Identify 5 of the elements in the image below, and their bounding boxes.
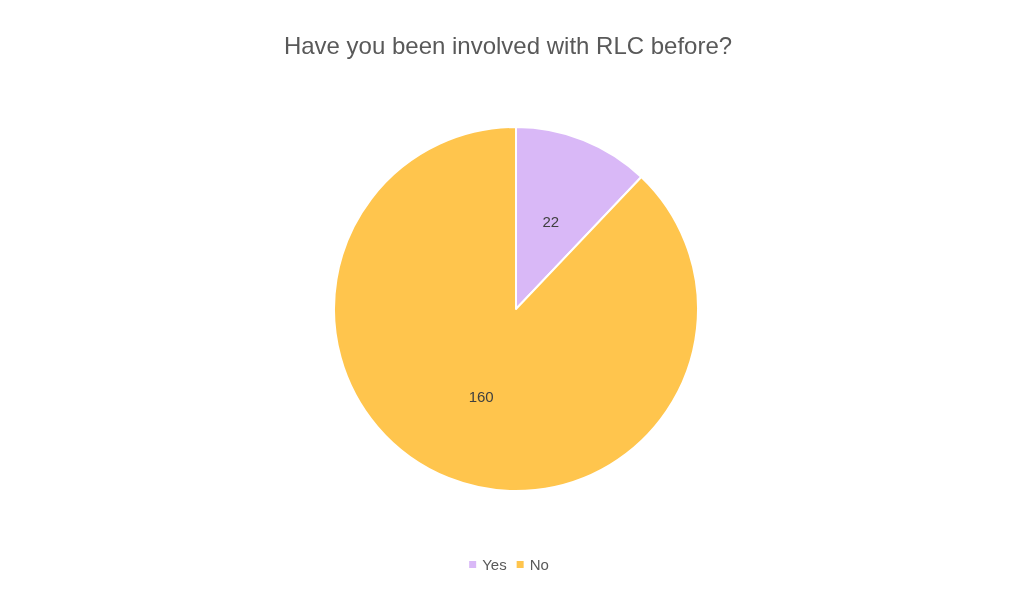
legend-label: No (529, 556, 549, 573)
legend-label: Yes (482, 556, 507, 573)
data-label: 160 (468, 387, 494, 405)
data-label: 22 (542, 213, 560, 231)
chart-title: Have you been involved with RLC before? (283, 31, 733, 59)
